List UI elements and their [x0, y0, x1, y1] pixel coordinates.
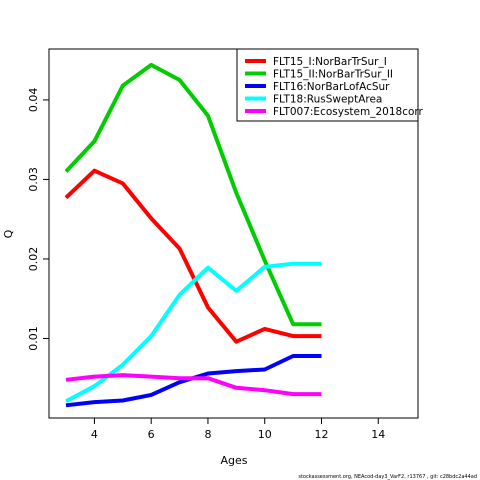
legend-label: FLT15_II:NorBarTrSur_II — [273, 69, 393, 81]
y-tick-label: 0.03 — [27, 167, 40, 192]
x-tick-label: 14 — [371, 428, 385, 441]
series-lines — [64, 62, 322, 408]
plot-frame — [48, 48, 419, 419]
legend: FLT15_I:NorBarTrSur_IFLT15_II:NorBarTrSu… — [236, 48, 424, 122]
y-axis: 0.01 0.02 0.03 0.04 — [27, 88, 49, 351]
y-tick-label: 0.02 — [27, 247, 40, 272]
x-tick-label: 4 — [91, 428, 98, 441]
x-tick-label: 10 — [258, 428, 272, 441]
x-tick-label: 12 — [314, 428, 328, 441]
legend-label: FLT007:Ecosystem_2018corr — [273, 106, 424, 118]
x-tick-label: 8 — [204, 428, 211, 441]
footer-text: stockassessment.org, NEAcod-day3_VarF2, … — [298, 474, 477, 480]
legend-label: FLT16:NorBarLofAcSur — [273, 81, 390, 93]
y-tick-label: 0.04 — [27, 88, 40, 113]
legend-box — [236, 48, 419, 122]
legend-label: FLT15_I:NorBarTrSur_I — [273, 56, 387, 68]
x-axis: 4 6 8 10 12 14 — [91, 418, 385, 441]
x-tick-label: 6 — [148, 428, 155, 441]
y-axis-title: Q — [2, 229, 15, 238]
series-line — [64, 62, 322, 327]
legend-label: FLT18:RusSweptArea — [273, 94, 382, 106]
series-line — [64, 168, 322, 344]
x-axis-title: Ages — [220, 454, 247, 467]
series-line — [65, 373, 322, 397]
y-tick-label: 0.01 — [27, 326, 40, 351]
